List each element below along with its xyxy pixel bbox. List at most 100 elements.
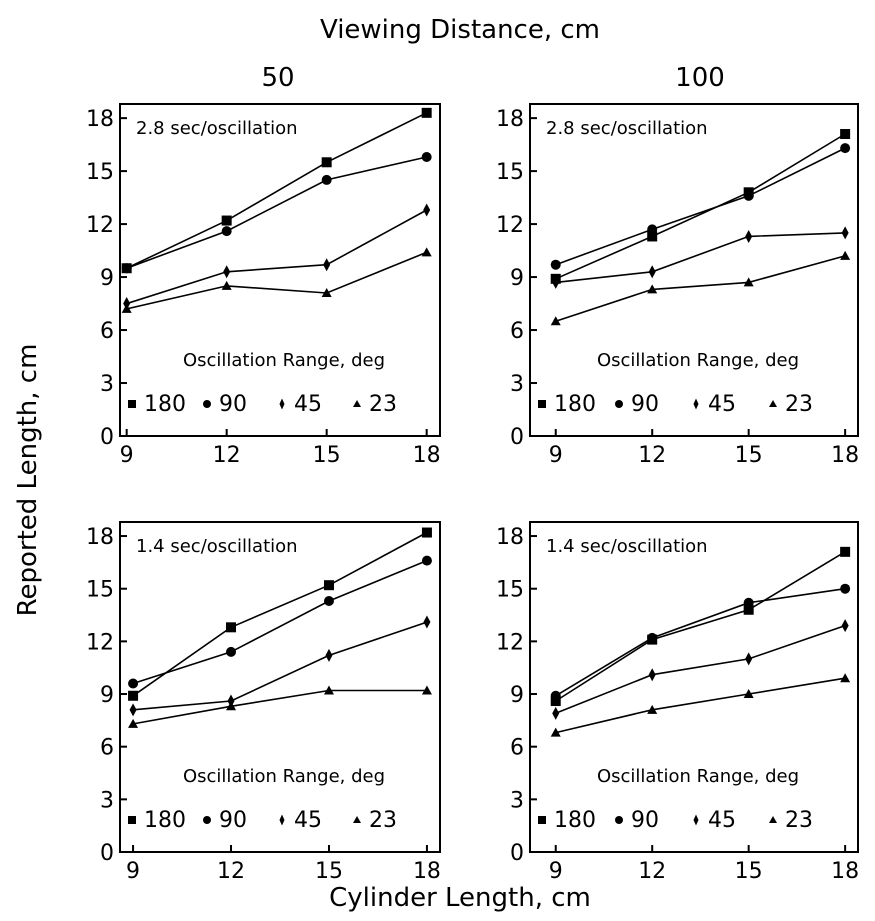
- x-tick-label: 12: [217, 859, 245, 884]
- y-tick-label: 3: [510, 788, 524, 813]
- panel-title: 2.8 sec/oscillation: [136, 118, 298, 139]
- legend-marker-23: [769, 400, 777, 407]
- legend-marker-180: [128, 816, 136, 824]
- legend-label-45: 45: [708, 392, 736, 417]
- data-point-45: [552, 275, 560, 289]
- data-point-23: [421, 685, 432, 695]
- y-tick-label: 6: [510, 319, 524, 344]
- y-tick-label: 12: [86, 213, 114, 238]
- data-point-90: [550, 259, 561, 270]
- data-point-23: [743, 689, 754, 699]
- x-tick-label: 15: [313, 443, 341, 468]
- chart-panels: 0 3 6 9 12 15 18 9 12 15 18 2.8 sec/oscillation Osci…: [86, 103, 859, 884]
- legend-marker-90: [203, 816, 211, 824]
- data-point-45: [223, 265, 231, 279]
- series-line-180: [126, 112, 428, 269]
- legend-marker-45: [693, 398, 699, 410]
- legend-marker-23: [353, 400, 361, 407]
- legend-label-23: 23: [785, 392, 813, 417]
- data-point-180: [550, 696, 561, 707]
- data-point-23: [647, 284, 658, 294]
- legend-title: Oscillation Range, deg: [183, 766, 385, 787]
- data-point-180: [226, 622, 237, 633]
- y-tick-label: 15: [86, 578, 114, 603]
- data-point-180: [743, 604, 754, 615]
- data-point-90: [743, 597, 754, 608]
- x-tick-label: 15: [735, 443, 763, 468]
- series-line-180: [555, 551, 846, 702]
- data-point-45: [323, 258, 331, 272]
- legend-label-90: 90: [631, 392, 659, 417]
- figure-x-label: Cylinder Length, cm: [329, 883, 591, 913]
- data-point-90: [647, 224, 658, 235]
- legend-marker-23: [353, 816, 361, 823]
- y-tick-label: 3: [100, 372, 114, 397]
- data-point-180: [421, 107, 432, 118]
- legend-title: Oscillation Range, deg: [597, 766, 799, 787]
- series-line-45: [555, 232, 846, 284]
- panel-title: 1.4 sec/oscillation: [136, 536, 298, 557]
- legend-label-180: 180: [554, 392, 596, 417]
- column-label-100: 100: [675, 63, 725, 93]
- data-point-45: [552, 706, 560, 720]
- legend-marker-90: [615, 400, 623, 408]
- y-tick-label: 6: [510, 736, 524, 761]
- y-tick-label: 6: [100, 319, 114, 344]
- y-tick-label: 18: [496, 107, 524, 132]
- y-tick-label: 18: [496, 525, 524, 550]
- y-tick-label: 6: [100, 736, 114, 761]
- x-tick-label: 15: [315, 859, 343, 884]
- data-point-23: [647, 704, 658, 714]
- data-point-23: [321, 287, 332, 297]
- plot-frame: [119, 521, 441, 853]
- data-point-90: [221, 226, 232, 237]
- legend-title: Oscillation Range, deg: [183, 350, 385, 371]
- data-point-180: [840, 546, 851, 557]
- chart-panel-4: 0 3 6 9 12 15 18 9 12 15 18 1.4 sec/oscillation Osci…: [496, 521, 859, 884]
- data-point-45: [648, 265, 656, 279]
- series-line-23: [555, 255, 846, 322]
- legend-marker-180: [538, 400, 546, 408]
- data-point-90: [550, 690, 561, 701]
- y-tick-label: 18: [86, 107, 114, 132]
- data-point-180: [323, 580, 334, 591]
- y-tick-label: 12: [496, 213, 524, 238]
- data-point-45: [227, 694, 235, 708]
- legend-marker-90: [615, 816, 623, 824]
- x-tick-label: 18: [413, 859, 441, 884]
- data-point-45: [129, 703, 137, 717]
- x-tick-label: 18: [831, 443, 859, 468]
- data-point-180: [647, 231, 658, 242]
- y-tick-label: 0: [100, 425, 114, 450]
- plot-frame: [119, 103, 441, 437]
- plot-frame: [529, 521, 859, 853]
- x-tick-label: 12: [638, 859, 666, 884]
- data-point-23: [121, 303, 132, 313]
- y-tick-label: 0: [510, 841, 524, 866]
- figure-top-label: Viewing Distance, cm: [320, 15, 600, 45]
- y-tick-label: 12: [496, 630, 524, 655]
- data-point-180: [221, 215, 232, 226]
- data-point-90: [840, 143, 851, 154]
- y-tick-label: 3: [510, 372, 524, 397]
- legend-label-90: 90: [219, 808, 247, 833]
- series-line-90: [126, 156, 427, 269]
- y-tick-label: 9: [510, 266, 524, 291]
- data-point-90: [840, 583, 851, 594]
- data-point-45: [648, 668, 656, 682]
- y-tick-label: 12: [86, 630, 114, 655]
- series-line-23: [126, 251, 428, 310]
- x-tick-label: 9: [549, 443, 563, 468]
- data-point-180: [128, 690, 139, 701]
- y-tick-label: 0: [510, 425, 524, 450]
- data-point-23: [743, 277, 754, 287]
- panel-title: 2.8 sec/oscillation: [546, 118, 708, 139]
- legend-label-90: 90: [219, 392, 247, 417]
- legend-label-90: 90: [631, 808, 659, 833]
- data-point-23: [128, 718, 139, 728]
- data-point-23: [550, 316, 561, 326]
